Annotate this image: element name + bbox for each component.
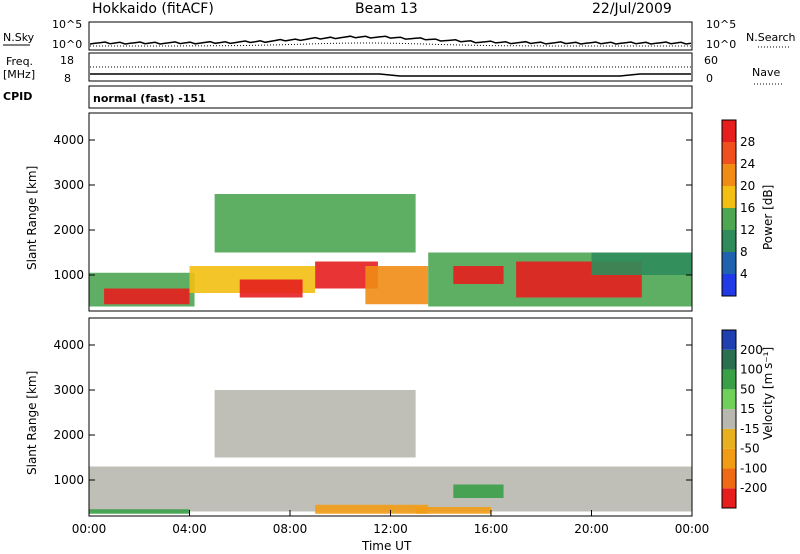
velocity-ylabel: Slant Range [km]: [25, 371, 39, 475]
power-region-3: [239, 279, 303, 298]
xtick-label-0: 00:00: [72, 522, 107, 536]
power-region-6: [365, 266, 429, 305]
xtick-label-1: 04:00: [172, 522, 207, 536]
power-plot-frame: [88, 112, 693, 312]
xtick-label-4: 16:00: [474, 522, 509, 536]
velocity-colorbar-tick-1: 100: [740, 363, 763, 377]
velocity-colorbar-frame: [721, 329, 737, 509]
velocity-ytick-label-3: 1000: [53, 473, 84, 487]
power-colorbar-tick-2: 20: [740, 179, 755, 193]
power-ytick-label-3: 1000: [53, 268, 84, 282]
power-colorbar-tick-6: 4: [740, 267, 748, 281]
freq-unit-label: [MHz]: [3, 68, 35, 81]
power-colorbar-label: Power [dB]: [761, 185, 775, 250]
noise-tick-bottom: 10^0: [52, 38, 82, 51]
velocity-region-5: [415, 507, 491, 514]
noise-right-tick-bottom: 10^0: [706, 38, 736, 51]
power-colorbar-segment-2: [722, 230, 736, 252]
velocity-colorbar-tick-4: -15: [740, 422, 760, 436]
freq-trace: [90, 73, 691, 77]
velocity-colorbar-segment-1: [722, 468, 736, 489]
velocity-region-2: [89, 509, 190, 514]
beam-title: Beam 13: [355, 1, 418, 17]
noise-panel: N.Sky 10^5 10^0 10^5 10^0 N.Search: [3, 18, 796, 51]
nave-tick-bottom: 0: [706, 72, 713, 85]
power-colorbar-tick-0: 28: [740, 135, 755, 149]
xtick-label-3: 12:00: [373, 522, 408, 536]
power-heatmap: 4000 3000 2000 1000 Slant Range [km] 28 24 20…: [25, 112, 775, 312]
velocity-region-0: [89, 466, 692, 512]
velocity-colorbar-tick-6: -100: [740, 461, 767, 475]
power-colorbar-frame: [721, 119, 737, 297]
power-colorbar-segment-3: [722, 208, 736, 230]
freq-tick-top: 18: [60, 54, 74, 67]
power-colorbar-segment-0: [722, 274, 736, 296]
nave-label: Nave: [752, 66, 780, 79]
velocity-region-4: [453, 484, 504, 498]
power-region-10: [591, 252, 692, 275]
velocity-ytick-label-2: 2000: [53, 428, 84, 442]
nsearch-label: N.Search: [746, 31, 796, 44]
nsky-label: N.Sky: [3, 31, 35, 44]
velocity-colorbar-tick-3: 15: [740, 402, 755, 416]
velocity-ytick-label-0: 4000: [53, 338, 84, 352]
power-region-8: [453, 266, 504, 284]
power-ytick-label-1: 3000: [53, 178, 84, 192]
power-ytick-label-2: 2000: [53, 223, 84, 237]
freq-label: Freq.: [6, 55, 33, 68]
velocity-colorbar-segment-5: [722, 389, 736, 410]
power-colorbar-tick-3: 16: [740, 201, 755, 215]
velocity-region-1: [214, 390, 416, 458]
velocity-colorbar-segment-0: [722, 488, 736, 508]
power-colorbar-segment-5: [722, 164, 736, 186]
velocity-heatmap: 4000 3000 2000 1000 Slant Range [km] 200 100…: [25, 317, 775, 553]
power-colorbar-segment-6: [722, 142, 736, 164]
velocity-colorbar-segment-6: [722, 369, 736, 390]
velocity-colorbar-segment-3: [722, 428, 736, 449]
velocity-region-3: [315, 504, 429, 514]
power-ytick-label-0: 4000: [53, 133, 84, 147]
velocity-colorbar-tick-5: -50: [740, 442, 760, 456]
power-colorbar-tick-1: 24: [740, 157, 755, 171]
xtick-label-6: 00:00: [675, 522, 710, 536]
velocity-colorbar-segment-4: [722, 409, 736, 429]
date-title: 22/Jul/2009: [592, 1, 672, 17]
velocity-colorbar-segment-7: [722, 349, 736, 370]
power-colorbar-segment-1: [722, 252, 736, 274]
power-region-4: [214, 194, 416, 253]
noise-right-tick-top: 10^5: [706, 18, 736, 31]
velocity-colorbar-segment-8: [722, 330, 736, 350]
power-colorbar-segment-4: [722, 186, 736, 208]
velocity-colorbar-tick-2: 50: [740, 382, 755, 396]
power-colorbar-tick-5: 8: [740, 245, 748, 259]
cpid-panel: [88, 85, 693, 109]
power-colorbar-segment-7: [722, 120, 736, 142]
power-region-1: [104, 288, 190, 305]
xtick-label-2: 08:00: [273, 522, 308, 536]
power-colorbar-tick-4: 12: [740, 223, 755, 237]
cpid-label: CPID: [3, 90, 32, 103]
station-title: Hokkaido (fitACF): [92, 1, 214, 17]
xaxis-label: Time UT: [361, 539, 412, 553]
freq-tick-bottom: 8: [64, 72, 71, 85]
velocity-colorbar-tick-7: -200: [740, 481, 767, 495]
freq-panel: Freq. [MHz] 18 8 60 0 Nave: [3, 52, 782, 85]
power-ylabel: Slant Range [km]: [25, 166, 39, 270]
xtick-label-5: 20:00: [574, 522, 609, 536]
velocity-colorbar-tick-0: 200: [740, 343, 763, 357]
nsky-trace: [89, 35, 692, 45]
velocity-ytick-label-1: 3000: [53, 383, 84, 397]
cpid-value: normal (fast) -151: [93, 92, 206, 105]
nsearch-trace: [90, 42, 691, 47]
nave-tick-top: 60: [704, 54, 718, 67]
noise-tick-top: 10^5: [52, 18, 82, 31]
velocity-colorbar-segment-2: [722, 448, 736, 469]
velocity-colorbar-label: Velocity [m s⁻¹]: [761, 347, 775, 440]
